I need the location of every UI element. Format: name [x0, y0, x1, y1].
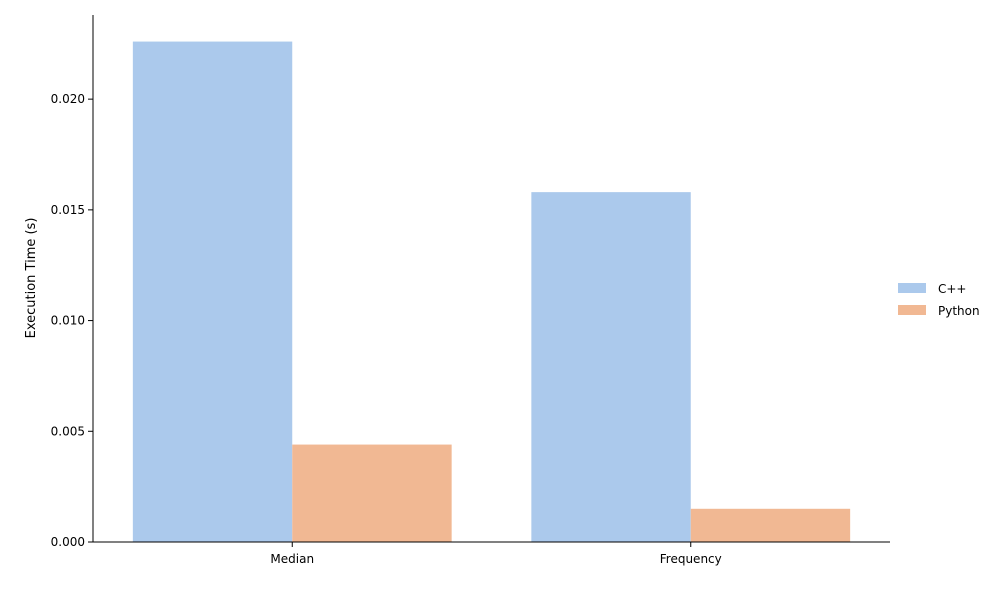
legend-label: Python	[938, 304, 980, 318]
y-ticks-layer: 0.000 0.005 0.010 0.015 0.020	[51, 92, 93, 549]
axes-layer	[92, 15, 890, 543]
legend: C++ Python	[898, 282, 980, 318]
x-ticks-layer: Median Frequency	[270, 542, 722, 566]
y-axis-label: Execution Time (s)	[24, 218, 39, 339]
legend-label: C++	[938, 282, 967, 296]
legend-swatch	[898, 305, 926, 315]
bar-cplus-median	[132, 41, 293, 542]
x-tick-label: Frequency	[660, 552, 722, 566]
y-tick-label: 0.000	[51, 535, 85, 549]
bar-cplus-frequency	[531, 192, 691, 542]
y-tick-label: 0.005	[51, 424, 85, 438]
bar-python-median	[292, 444, 452, 542]
legend-swatch	[898, 283, 926, 293]
y-tick-label: 0.020	[51, 92, 85, 106]
y-tick-label: 0.015	[51, 203, 85, 217]
bars-layer	[132, 41, 851, 542]
bar-python-frequency	[690, 508, 851, 542]
x-tick-label: Median	[270, 552, 314, 566]
y-tick-label: 0.010	[51, 314, 85, 328]
